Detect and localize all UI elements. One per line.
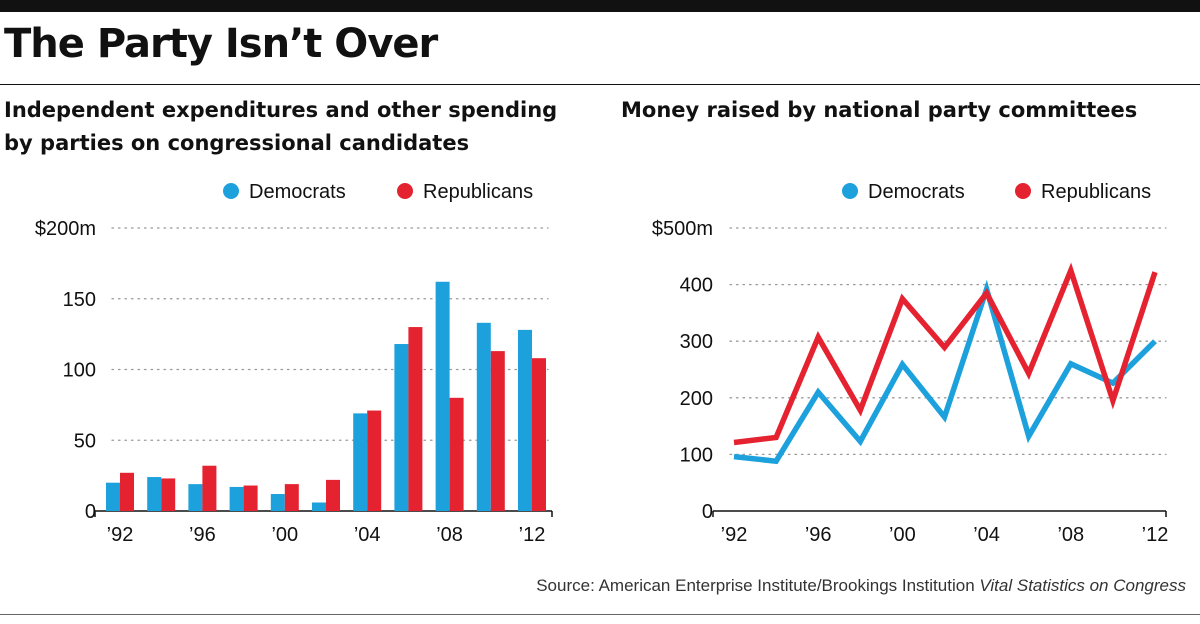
- bottom-rule: [0, 614, 1200, 615]
- source-publication: Vital Statistics on Congress: [979, 576, 1186, 595]
- bar-republicans-2004: [367, 410, 382, 511]
- bar-y-tick-label-200: $200m: [35, 218, 96, 240]
- left-chart-title-line-2: by parties on congressional candidates: [4, 131, 470, 155]
- line-y-tick-label-100: 100: [680, 444, 713, 466]
- bar-democrats-2006: [394, 344, 409, 511]
- bar-democrats-2012: [518, 329, 532, 511]
- bar-republicans-2010: [490, 351, 505, 511]
- headline-rule: [0, 84, 1200, 85]
- line-legend-swatch-democrats: [842, 183, 858, 199]
- bar-y-tick-label-150: 150: [63, 289, 96, 311]
- bar-republicans-2012: [532, 358, 546, 511]
- bar-republicans-1994: [161, 478, 176, 511]
- bar-democrats-1998: [229, 486, 244, 511]
- right-chart-title-line-1: Money raised by national party committee…: [621, 98, 1138, 122]
- line-x-tick-label-1992: ’92: [721, 524, 748, 546]
- line-x-tick-label-2004: ’04: [973, 524, 1000, 546]
- bar-legend-label-republicans: Republicans: [423, 181, 533, 203]
- bar-democrats-2002: [312, 502, 326, 511]
- bar-y-tick-label-0: 0: [85, 501, 96, 523]
- bar-republicans-1992: [120, 472, 134, 511]
- left-chart-title: Independent expenditures and other spend…: [4, 94, 557, 160]
- bar-republicans-2000: [284, 484, 299, 511]
- line-series-democrats: [733, 279, 1157, 465]
- bar-republicans-1998: [243, 485, 258, 511]
- line-x-tick-label-2008: ’08: [1057, 524, 1084, 546]
- bar-x-tick-label-2000: ’00: [271, 524, 298, 546]
- party-spending-bar-chart: 0 50 100 150 $200m Democrats Republicans ’92 ’96…: [35, 181, 553, 546]
- line-x-tick-label-1996: ’96: [805, 524, 832, 546]
- right-chart-title: Money raised by national party committee…: [621, 94, 1137, 127]
- line-y-tick-label-500: $500m: [652, 218, 713, 240]
- bar-democrats-2004: [353, 413, 368, 511]
- top-rule: [0, 0, 1200, 12]
- party-fundraising-line-chart: 0 100 200 300 400 $500m Democrats Republicans ’9…: [652, 181, 1169, 546]
- bar-y-tick-label-50: 50: [74, 430, 96, 452]
- bar-legend-swatch-republicans: [397, 183, 413, 199]
- bar-x-tick-label-2008: ’08: [436, 524, 463, 546]
- bar-democrats-2000: [270, 494, 285, 511]
- bar-x-tick-label-1992: ’92: [107, 524, 134, 546]
- bar-democrats-2010: [476, 322, 491, 511]
- line-x-tick-label-2012: ’12: [1142, 524, 1169, 546]
- line-x-tick-label-2000: ’00: [889, 524, 916, 546]
- bar-legend-swatch-democrats: [223, 183, 239, 199]
- line-series-republicans: [733, 262, 1158, 446]
- source-text: Source: American Enterprise Institute/Br…: [536, 576, 980, 595]
- source-note: Source: American Enterprise Institute/Br…: [536, 576, 1186, 596]
- left-chart-title-line-1: Independent expenditures and other spend…: [4, 98, 558, 122]
- bar-republicans-2006: [408, 327, 423, 511]
- bar-x-tick-label-1996: ’96: [189, 524, 216, 546]
- bar-democrats-2008: [435, 281, 450, 511]
- bar-democrats-1994: [147, 477, 162, 511]
- line-legend-swatch-republicans: [1015, 183, 1031, 199]
- line-y-tick-label-200: 200: [680, 388, 713, 410]
- line-legend-label-democrats: Democrats: [868, 181, 965, 203]
- bar-democrats-1996: [188, 484, 203, 511]
- bar-x-tick-label-2012: ’12: [519, 524, 546, 546]
- headline: The Party Isn’t Over: [4, 21, 438, 67]
- bar-legend-label-democrats: Democrats: [249, 181, 346, 203]
- line-legend-label-republicans: Republicans: [1041, 181, 1151, 203]
- bar-republicans-1996: [202, 465, 217, 511]
- line-y-tick-label-0: 0: [702, 501, 713, 523]
- bar-x-tick-label-2004: ’04: [354, 524, 381, 546]
- bar-democrats-1992: [106, 482, 120, 511]
- bar-republicans-2008: [449, 397, 464, 511]
- bar-y-tick-label-100: 100: [63, 360, 96, 382]
- line-y-tick-label-400: 400: [680, 275, 713, 297]
- bar-republicans-2002: [326, 479, 340, 511]
- line-y-tick-label-300: 300: [680, 331, 713, 353]
